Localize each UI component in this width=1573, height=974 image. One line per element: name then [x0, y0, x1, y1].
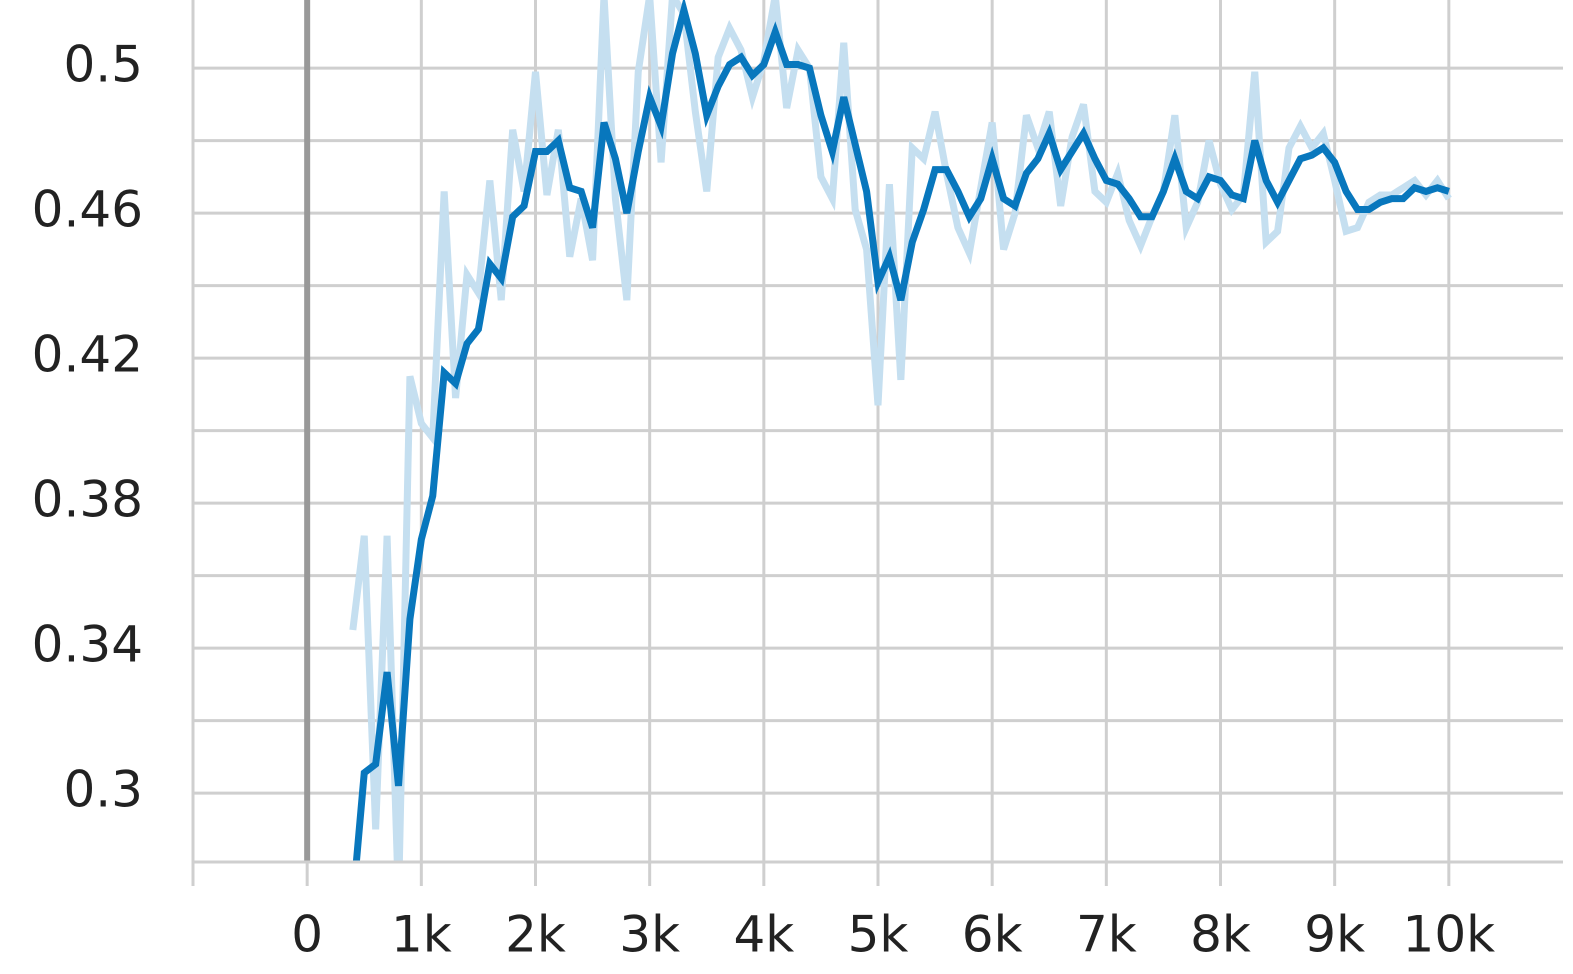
x-tick-label: 10k	[1403, 906, 1496, 964]
axes: 0.3 0.34 0.38 0.42 0.46 0.5 0 1k 2k 3k 4k 5k 6k 7k 8k 9…	[32, 36, 1563, 964]
x-tick-label: 4k	[733, 906, 794, 964]
y-tick-label: 0.46	[32, 181, 143, 239]
grid	[191, 0, 1563, 862]
x-tick-label: 0	[291, 906, 323, 964]
x-tick-label: 7k	[1076, 906, 1137, 964]
x-tick-label: 9k	[1304, 906, 1365, 964]
x-tick-label: 1k	[391, 906, 452, 964]
y-tick-label: 0.5	[63, 36, 143, 94]
plot-area	[349, 0, 1452, 862]
y-tick-label: 0.34	[32, 616, 143, 674]
y-tick-label: 0.38	[32, 471, 143, 529]
x-tick-label: 2k	[505, 906, 566, 964]
x-tick-label: 8k	[1190, 906, 1251, 964]
x-tick-label: 5k	[848, 906, 909, 964]
raw-line	[349, 0, 1452, 862]
smoothed-line	[352, 0, 1450, 862]
y-tick-label: 0.42	[32, 326, 143, 384]
y-tick-label: 0.3	[63, 761, 143, 819]
x-tick-label: 3k	[619, 906, 680, 964]
x-tick-label: 6k	[962, 906, 1023, 964]
